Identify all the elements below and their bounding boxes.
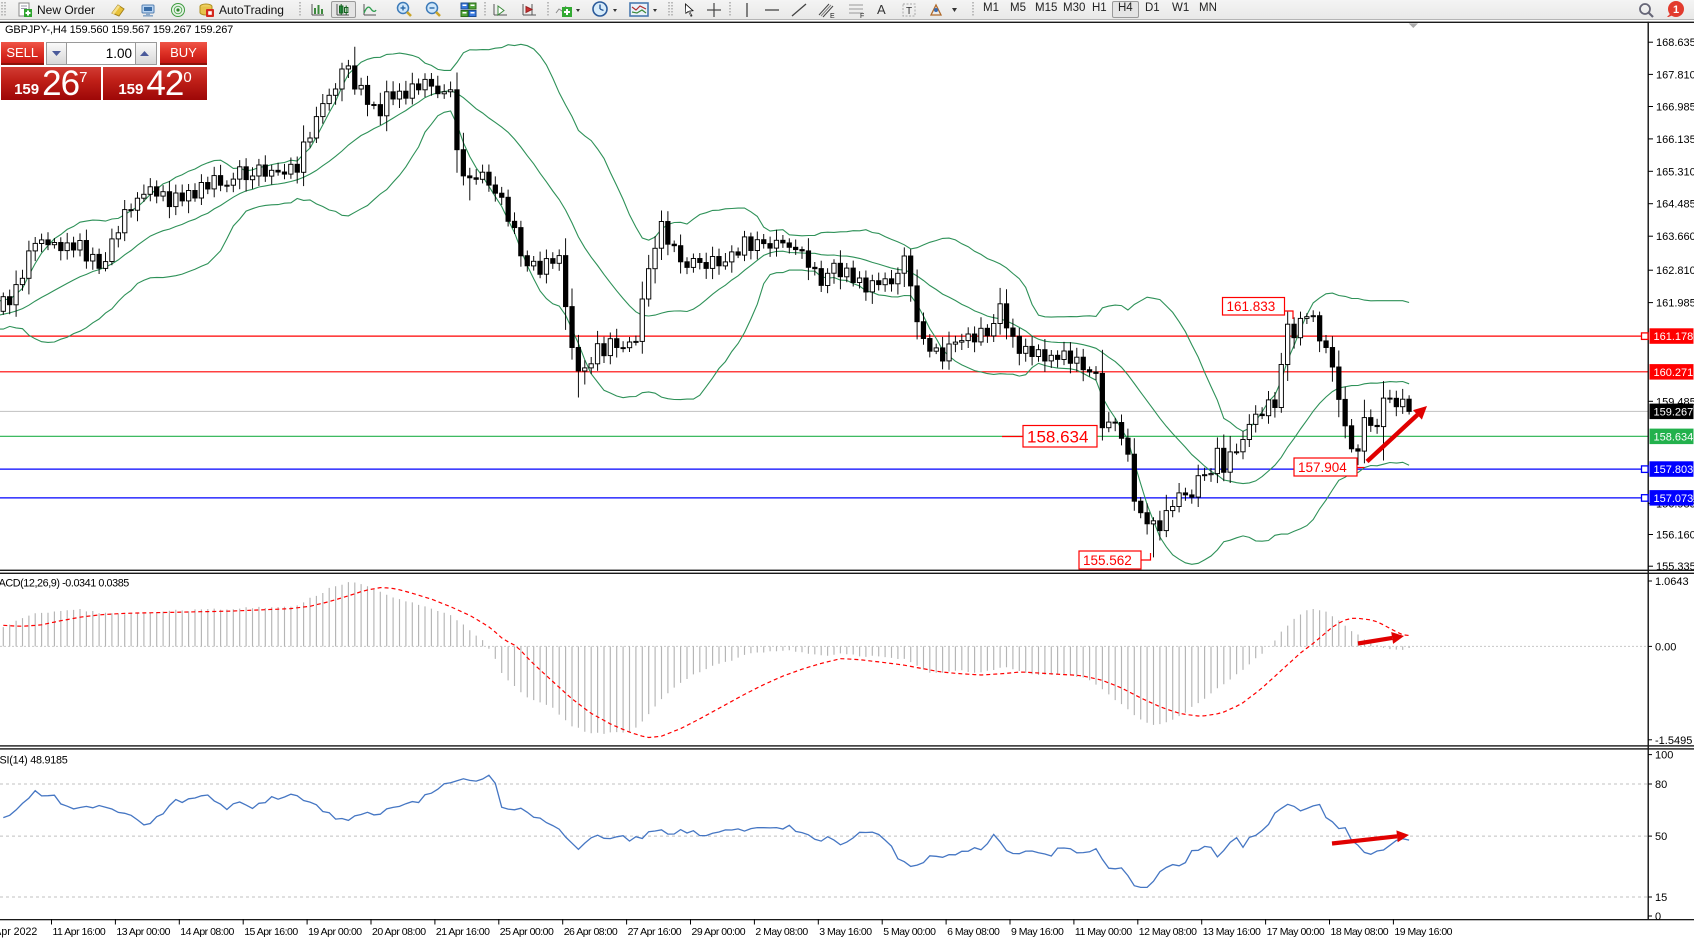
- svg-text:19 May 16:00: 19 May 16:00: [1394, 926, 1452, 938]
- svg-text:9 May 16:00: 9 May 16:00: [1011, 926, 1064, 938]
- svg-text:8 Apr 2022: 8 Apr 2022: [0, 926, 37, 938]
- svg-text:MACD(12,26,9) -0.0341 0.0385: MACD(12,26,9) -0.0341 0.0385: [0, 578, 129, 590]
- svg-text:T: T: [906, 6, 912, 17]
- svg-text:157.073: 157.073: [1654, 493, 1694, 505]
- svg-text:11 May 00:00: 11 May 00:00: [1075, 926, 1133, 938]
- svg-text:13 Apr 00:00: 13 Apr 00:00: [116, 926, 170, 938]
- svg-text:161.833: 161.833: [1227, 299, 1276, 314]
- svg-text:15 Apr 16:00: 15 Apr 16:00: [244, 926, 298, 938]
- svg-text:12 May 08:00: 12 May 08:00: [1139, 926, 1197, 938]
- svg-text:161.178: 161.178: [1654, 331, 1694, 343]
- svg-text:2 May 08:00: 2 May 08:00: [755, 926, 808, 938]
- svg-text:157.904: 157.904: [1298, 460, 1347, 475]
- svg-text:1.0643: 1.0643: [1655, 576, 1689, 588]
- svg-text:160.271: 160.271: [1654, 367, 1694, 379]
- svg-text:161.985: 161.985: [1656, 298, 1694, 310]
- svg-text:157.803: 157.803: [1654, 464, 1694, 476]
- svg-text:165.310: 165.310: [1656, 166, 1694, 178]
- svg-text:27 Apr 16:00: 27 Apr 16:00: [628, 926, 682, 938]
- svg-text:5 May 00:00: 5 May 00:00: [883, 926, 936, 938]
- svg-text:6 May 08:00: 6 May 08:00: [947, 926, 1000, 938]
- svg-text:E: E: [830, 13, 835, 18]
- svg-text:156.160: 156.160: [1656, 530, 1694, 542]
- svg-text:21 Apr 16:00: 21 Apr 16:00: [436, 926, 490, 938]
- svg-text:F: F: [860, 13, 864, 18]
- svg-text:162.810: 162.810: [1656, 265, 1694, 277]
- svg-text:168.635: 168.635: [1656, 37, 1694, 49]
- svg-text:19 Apr 00:00: 19 Apr 00:00: [308, 926, 362, 938]
- svg-text:1: 1: [1673, 4, 1679, 16]
- svg-text:158.634: 158.634: [1027, 427, 1088, 446]
- svg-text:155.562: 155.562: [1083, 553, 1132, 568]
- svg-text:18 May 08:00: 18 May 08:00: [1331, 926, 1389, 938]
- svg-text:80: 80: [1655, 779, 1667, 791]
- svg-text:159.267: 159.267: [1654, 406, 1694, 418]
- svg-text:166.985: 166.985: [1656, 102, 1694, 114]
- svg-text:25 Apr 00:00: 25 Apr 00:00: [500, 926, 554, 938]
- svg-text:164.485: 164.485: [1656, 199, 1694, 211]
- svg-text:29 Apr 00:00: 29 Apr 00:00: [692, 926, 746, 938]
- svg-text:GBPJPY-,H4 159.560 159.567 15: GBPJPY-,H4 159.560 159.567 159.267 159.2…: [5, 24, 233, 36]
- svg-text:20 Apr 08:00: 20 Apr 08:00: [372, 926, 426, 938]
- svg-text:-1.5495: -1.5495: [1655, 735, 1692, 747]
- svg-text:158.634: 158.634: [1654, 431, 1694, 443]
- svg-text:167.810: 167.810: [1656, 69, 1694, 81]
- svg-text:11 Apr 16:00: 11 Apr 16:00: [53, 926, 106, 938]
- svg-text:3 May 16:00: 3 May 16:00: [819, 926, 872, 938]
- svg-text:0.00: 0.00: [1655, 641, 1676, 653]
- svg-text:13 May 16:00: 13 May 16:00: [1203, 926, 1261, 938]
- svg-text:15: 15: [1655, 892, 1667, 904]
- svg-text:50: 50: [1655, 831, 1667, 843]
- svg-text:155.335: 155.335: [1656, 561, 1694, 573]
- svg-text:14 Apr 08:00: 14 Apr 08:00: [180, 926, 234, 938]
- svg-text:26 Apr 08:00: 26 Apr 08:00: [564, 926, 618, 938]
- svg-text:100: 100: [1655, 750, 1673, 762]
- svg-text:0: 0: [1655, 911, 1661, 923]
- svg-text:17 May 00:00: 17 May 00:00: [1267, 926, 1325, 938]
- svg-text:163.660: 163.660: [1656, 231, 1694, 243]
- svg-text:RSI(14) 48.9185: RSI(14) 48.9185: [0, 755, 68, 767]
- svg-text:166.135: 166.135: [1656, 134, 1694, 146]
